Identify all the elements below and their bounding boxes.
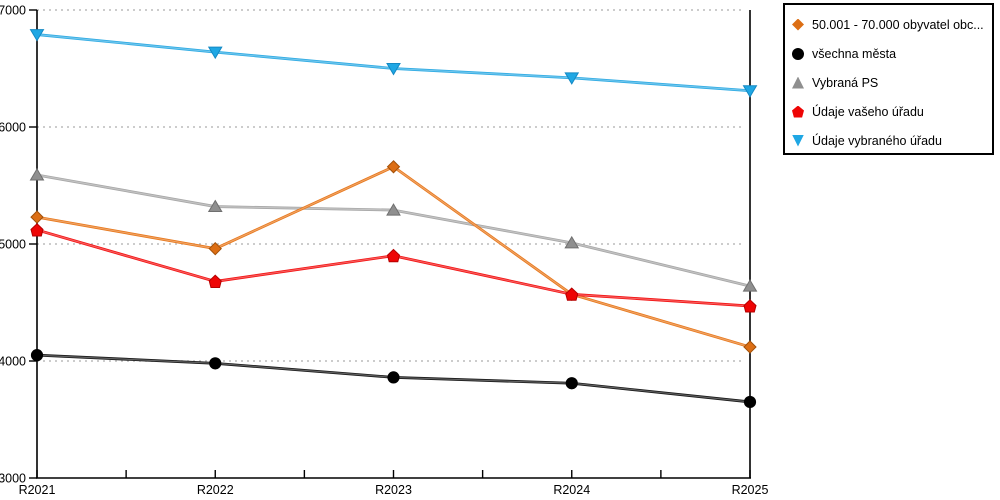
legend-item[interactable]: Údaje vašeho úřadu [785, 97, 992, 126]
series-line [36, 33, 751, 93]
data-point-marker [386, 160, 401, 174]
data-point-marker [207, 199, 223, 213]
circle-marker-icon [792, 47, 804, 60]
data-point-marker [743, 340, 757, 354]
legend-label: Vybraná PS [812, 75, 879, 90]
data-point-marker [30, 210, 44, 224]
x-tick-label: R2023 [375, 483, 412, 497]
series-line [36, 173, 751, 288]
data-point-marker [386, 248, 401, 263]
x-tick-label: R2024 [553, 483, 590, 497]
legend: 50.001 - 70.000 obyvatel obc... všechna … [783, 3, 994, 155]
x-tick-label: R2025 [732, 483, 769, 497]
data-point-marker [564, 235, 580, 249]
data-point-marker [208, 274, 222, 288]
triangle-down-marker-icon [792, 134, 804, 147]
data-point-marker [386, 63, 401, 76]
series-line-highlight [36, 174, 751, 287]
data-point-marker [743, 395, 757, 409]
triangle-up-marker-icon [792, 76, 804, 89]
pentagon-marker-icon [792, 105, 804, 118]
legend-label: 50.001 - 70.000 obyvatel obc... [812, 17, 984, 32]
y-tick-label: 6000 [0, 121, 26, 135]
data-point-marker [742, 85, 758, 98]
data-point-marker [29, 167, 45, 181]
x-tick-label: R2021 [19, 483, 56, 497]
data-point-marker [565, 287, 579, 301]
legend-item[interactable]: všechna města [785, 39, 992, 68]
diamond-marker-icon [792, 18, 804, 31]
data-point-marker [207, 46, 223, 60]
legend-item[interactable]: Vybraná PS [785, 68, 992, 97]
data-point-marker [386, 203, 401, 216]
series-line [36, 228, 751, 308]
legend-label: Údaje vašeho úřadu [812, 104, 924, 119]
data-point-marker [208, 241, 222, 256]
series-line-highlight [36, 229, 751, 307]
x-tick-label: R2022 [197, 483, 234, 497]
data-point-marker [209, 357, 222, 370]
data-point-marker [29, 29, 45, 42]
y-tick-label: 7000 [0, 4, 26, 18]
legend-item[interactable]: 50.001 - 70.000 obyvatel obc... [785, 10, 992, 39]
data-point-marker [565, 377, 578, 390]
data-point-marker [743, 299, 757, 313]
y-tick-label: 5000 [0, 238, 26, 252]
legend-label: všechna města [812, 46, 897, 61]
data-point-marker [387, 371, 400, 384]
data-point-marker [30, 223, 44, 237]
data-point-marker [564, 72, 580, 85]
legend-item[interactable]: Údaje vybraného úřadu [785, 126, 992, 155]
data-point-marker [742, 279, 758, 292]
data-point-marker [30, 349, 44, 362]
y-tick-label: 4000 [0, 355, 26, 369]
legend-label: Údaje vybraného úřadu [812, 133, 942, 148]
y-tick-label: 3000 [0, 472, 26, 486]
